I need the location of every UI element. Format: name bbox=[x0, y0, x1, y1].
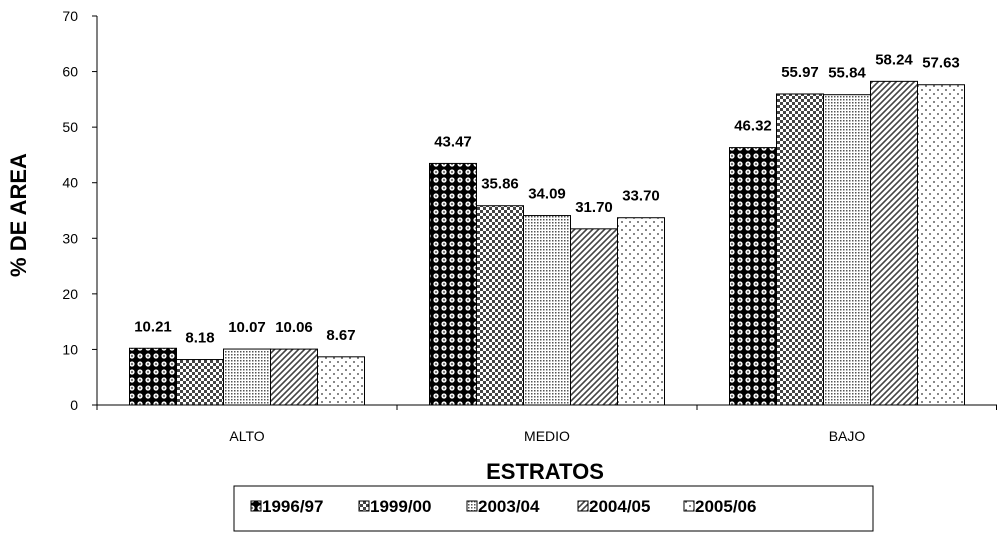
y-tick-label: 30 bbox=[62, 230, 78, 246]
bar bbox=[317, 356, 365, 406]
bar bbox=[823, 94, 871, 406]
data-label: 10.07 bbox=[228, 319, 266, 336]
bar bbox=[429, 162, 477, 406]
y-axis: 0 10 20 30 40 50 60 70 bbox=[62, 8, 98, 413]
data-label: 55.97 bbox=[781, 64, 819, 81]
bar bbox=[870, 80, 918, 406]
bar bbox=[223, 348, 271, 406]
x-axis-title: ESTRATOS bbox=[486, 459, 604, 484]
legend-label: 2004/05 bbox=[589, 497, 650, 516]
data-label: 8.18 bbox=[185, 330, 214, 347]
y-tick-label: 10 bbox=[62, 341, 78, 357]
x-category-label: MEDIO bbox=[524, 428, 570, 444]
y-tick-label: 60 bbox=[62, 64, 78, 80]
legend-box bbox=[233, 485, 874, 532]
data-label: 10.06 bbox=[275, 319, 313, 336]
data-label: 8.67 bbox=[326, 327, 355, 344]
data-label: 55.84 bbox=[828, 65, 866, 82]
legend-swatch bbox=[250, 500, 262, 512]
bar bbox=[523, 215, 571, 406]
data-label: 46.32 bbox=[734, 118, 772, 135]
data-label: 43.47 bbox=[434, 133, 472, 150]
data-label: 35.86 bbox=[481, 176, 519, 193]
data-labels: 10.21 8.18 10.07 10.06 8.67 43.47 35.86 34.09 31… bbox=[134, 51, 960, 346]
data-label: 58.24 bbox=[875, 51, 913, 68]
y-tick-label: 0 bbox=[70, 397, 78, 413]
y-axis-title: % DE AREA bbox=[6, 153, 31, 277]
y-tick-label: 40 bbox=[62, 175, 78, 191]
y-tick-label: 50 bbox=[62, 119, 78, 135]
x-category-label: ALTO bbox=[229, 428, 264, 444]
bar bbox=[776, 93, 824, 406]
data-label: 31.70 bbox=[575, 199, 613, 216]
bar bbox=[917, 84, 965, 406]
bar bbox=[617, 217, 665, 406]
legend-swatch bbox=[358, 500, 370, 512]
y-tick-label: 20 bbox=[62, 286, 78, 302]
bars bbox=[129, 80, 965, 406]
bar bbox=[476, 205, 524, 406]
data-label: 57.63 bbox=[922, 55, 960, 72]
legend-label: 2005/06 bbox=[695, 497, 756, 516]
data-label: 33.70 bbox=[622, 188, 660, 205]
legend-label: 1999/00 bbox=[370, 497, 431, 516]
x-category-label: BAJO bbox=[829, 428, 866, 444]
bar bbox=[729, 147, 777, 406]
bar bbox=[570, 228, 618, 406]
bar bbox=[176, 359, 224, 406]
legend-swatch bbox=[577, 500, 589, 512]
x-axis: ALTO MEDIO BAJO bbox=[96, 404, 997, 444]
legend-swatch bbox=[683, 500, 695, 512]
legend-label: 1996/97 bbox=[262, 497, 323, 516]
legend-label: 2003/04 bbox=[478, 497, 540, 516]
data-label: 34.09 bbox=[528, 186, 566, 203]
legend: 1996/97 1999/00 2003/04 2004/05 2005/06 bbox=[233, 485, 874, 532]
bar bbox=[129, 347, 177, 406]
data-label: 10.21 bbox=[134, 318, 172, 335]
y-tick-label: 70 bbox=[62, 8, 78, 24]
bar bbox=[270, 348, 318, 406]
legend-swatch bbox=[466, 500, 478, 512]
